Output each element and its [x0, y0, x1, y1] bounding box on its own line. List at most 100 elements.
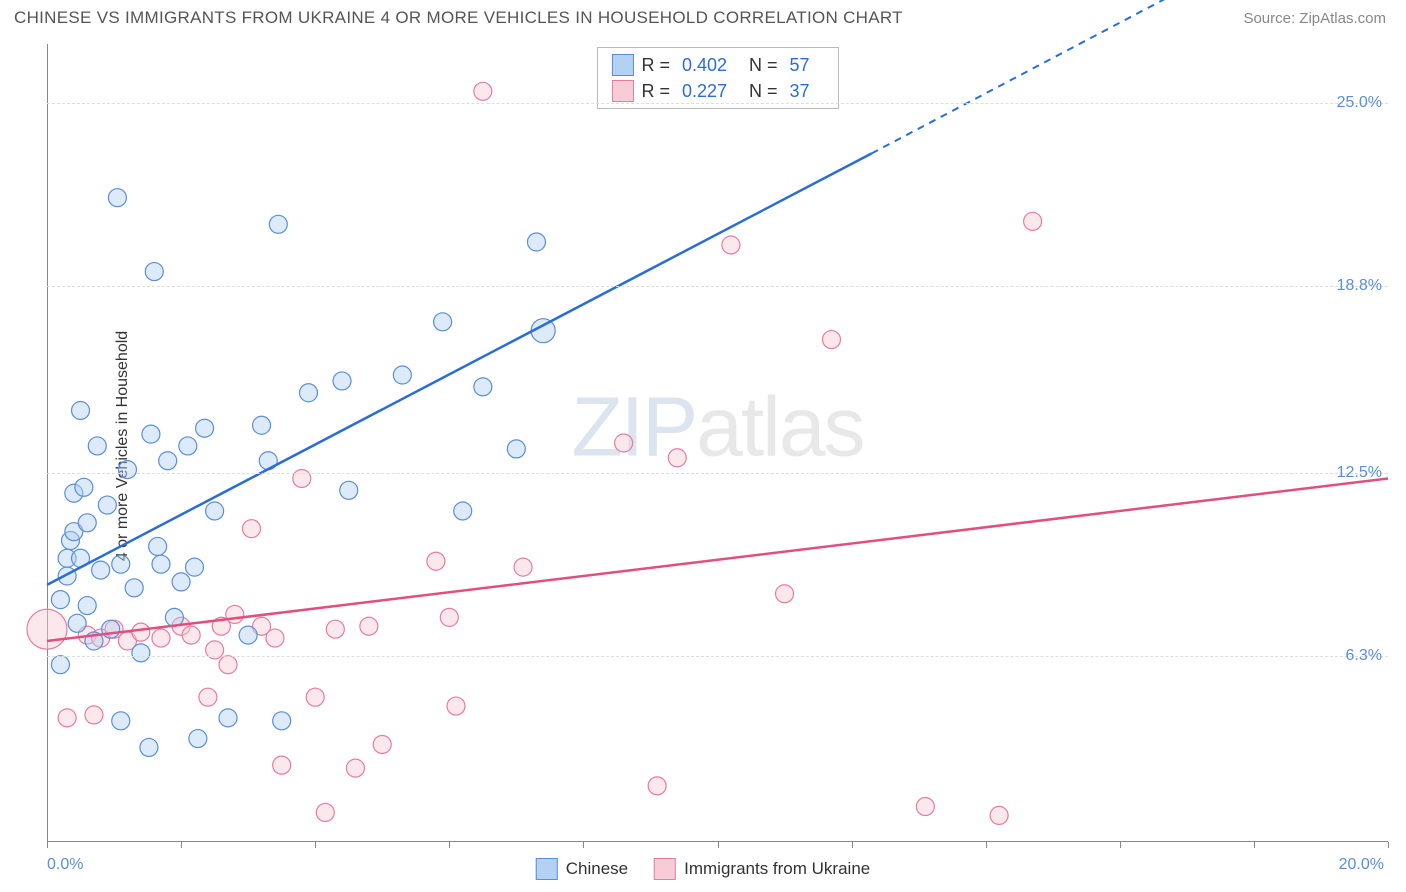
data-point — [527, 233, 545, 251]
data-point — [239, 626, 257, 644]
data-point — [346, 759, 364, 777]
chart-title: CHINESE VS IMMIGRANTS FROM UKRAINE 4 OR … — [14, 8, 903, 28]
n-label-1: N = — [749, 55, 778, 76]
stats-row-1: R = 0.402 N = 57 — [597, 52, 837, 78]
data-point — [27, 609, 67, 649]
data-point — [112, 555, 130, 573]
chart-svg — [47, 44, 1388, 842]
series-legend: Chinese Immigrants from Ukraine — [536, 858, 870, 880]
legend-swatch-2 — [654, 858, 676, 880]
y-tick-label: 25.0% — [1337, 94, 1382, 112]
x-tick — [986, 842, 987, 848]
r-label-2: R = — [641, 81, 670, 102]
data-point — [822, 331, 840, 349]
data-point — [514, 558, 532, 576]
data-point — [916, 798, 934, 816]
x-tick — [315, 842, 316, 848]
data-point — [85, 706, 103, 724]
data-point — [299, 384, 317, 402]
data-point — [648, 777, 666, 795]
data-point — [78, 597, 96, 615]
chart-header: CHINESE VS IMMIGRANTS FROM UKRAINE 4 OR … — [0, 0, 1406, 32]
x-tick — [47, 842, 48, 848]
x-tick — [1120, 842, 1121, 848]
data-point — [51, 591, 69, 609]
data-point — [1024, 212, 1042, 230]
r-value-1: 0.402 — [682, 55, 727, 76]
gridline — [47, 103, 1388, 104]
data-point — [360, 617, 378, 635]
data-point — [182, 626, 200, 644]
gridline — [47, 286, 1388, 287]
data-point — [219, 656, 237, 674]
n-label-2: N = — [749, 81, 778, 102]
x-tick — [181, 842, 182, 848]
data-point — [140, 738, 158, 756]
data-point — [98, 496, 116, 514]
x-tick — [1254, 842, 1255, 848]
chart-source: Source: ZipAtlas.com — [1243, 10, 1386, 27]
x-tick — [852, 842, 853, 848]
data-point — [78, 514, 96, 532]
data-point — [108, 189, 126, 207]
data-point — [196, 419, 214, 437]
data-point — [273, 756, 291, 774]
data-point — [373, 735, 391, 753]
legend-item-2: Immigrants from Ukraine — [654, 858, 870, 880]
legend-label-1: Chinese — [566, 859, 628, 879]
data-point — [668, 449, 686, 467]
data-point — [306, 688, 324, 706]
data-point — [92, 561, 110, 579]
x-tick — [583, 842, 584, 848]
data-point — [253, 416, 271, 434]
r-label-1: R = — [641, 55, 670, 76]
data-point — [199, 688, 217, 706]
data-point — [186, 558, 204, 576]
x-tick — [449, 842, 450, 848]
data-point — [132, 623, 150, 641]
data-point — [68, 614, 86, 632]
legend-item-1: Chinese — [536, 858, 628, 880]
data-point — [269, 215, 287, 233]
data-point — [219, 709, 237, 727]
x-tick — [1388, 842, 1389, 848]
data-point — [776, 585, 794, 603]
data-point — [132, 644, 150, 662]
data-point — [427, 552, 445, 570]
data-point — [340, 481, 358, 499]
data-point — [447, 697, 465, 715]
gridline — [47, 656, 1388, 657]
swatch-series1 — [611, 54, 633, 76]
data-point — [316, 803, 334, 821]
data-point — [102, 620, 120, 638]
data-point — [51, 656, 69, 674]
data-point — [266, 629, 284, 647]
data-point — [454, 502, 472, 520]
data-point — [179, 437, 197, 455]
data-point — [145, 263, 163, 281]
data-point — [159, 452, 177, 470]
data-point — [142, 425, 160, 443]
data-point — [206, 502, 224, 520]
data-point — [615, 434, 633, 452]
swatch-series2 — [611, 80, 633, 102]
data-point — [273, 712, 291, 730]
data-point — [326, 620, 344, 638]
legend-swatch-1 — [536, 858, 558, 880]
data-point — [474, 378, 492, 396]
data-point — [434, 313, 452, 331]
data-point — [152, 555, 170, 573]
data-point — [149, 537, 167, 555]
data-point — [152, 629, 170, 647]
data-point — [333, 372, 351, 390]
x-tick — [718, 842, 719, 848]
stats-legend: R = 0.402 N = 57 R = 0.227 N = 37 — [596, 47, 838, 109]
data-point — [72, 401, 90, 419]
data-point — [125, 579, 143, 597]
data-point — [507, 440, 525, 458]
data-point — [243, 520, 261, 538]
data-point — [474, 82, 492, 100]
data-point — [189, 730, 207, 748]
y-tick-label: 12.5% — [1337, 464, 1382, 482]
data-point — [58, 709, 76, 727]
